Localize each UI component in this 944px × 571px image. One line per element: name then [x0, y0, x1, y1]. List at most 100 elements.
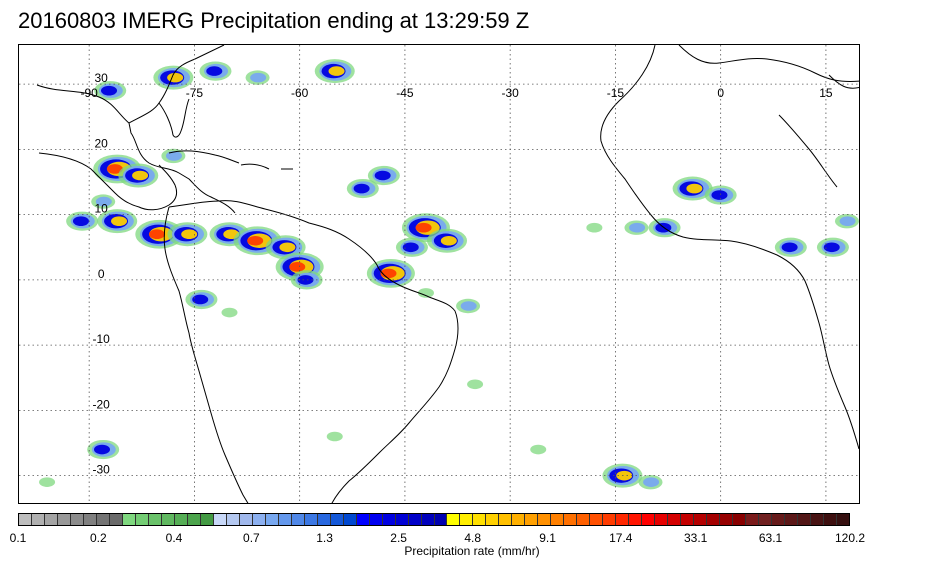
colorbar-swatch [603, 514, 617, 525]
colorbar-swatch [278, 514, 292, 525]
colorbar-swatch [148, 514, 162, 525]
colorbar-swatch [434, 514, 448, 525]
colorbar-swatch [122, 514, 136, 525]
precip-intensity-ring [72, 216, 89, 226]
precip-intensity-ring [250, 72, 267, 83]
precip-cell [346, 178, 379, 199]
colorbar-swatch [96, 514, 110, 525]
precip-cell [167, 222, 208, 247]
precip-intensity-ring [221, 307, 238, 318]
precip-cell [97, 209, 138, 234]
colorbar-swatch [772, 514, 786, 525]
precip-intensity-ring [616, 470, 633, 481]
coastline-hispaniola [240, 163, 270, 170]
colorbar-swatch [421, 514, 435, 525]
precip-intensity-ring [328, 66, 345, 76]
precip-intensity-ring [781, 242, 798, 253]
precip-intensity-ring [95, 196, 112, 207]
precip-cell [816, 237, 849, 257]
precip-intensity-ring [39, 477, 56, 487]
colorbar-swatch [57, 514, 71, 525]
precip-intensity-ring [402, 242, 419, 253]
colorbar-swatch [824, 514, 838, 525]
longitude-label: 0 [717, 86, 724, 100]
precip-cell [91, 194, 116, 209]
precip-cell [624, 220, 649, 235]
colorbar-tick-label: 33.1 [683, 531, 708, 545]
colorbar-tick-label: 9.1 [539, 531, 556, 545]
colorbar-swatch [369, 514, 383, 525]
colorbar-swatch [811, 514, 825, 525]
precip-cell [774, 237, 807, 257]
precip-cell [586, 222, 603, 233]
precip-cell [161, 148, 186, 164]
precip-cell [87, 439, 120, 460]
colorbar-swatch [499, 514, 513, 525]
colorbar-tick-label: 1.3 [316, 531, 333, 545]
latitude-label: 30 [94, 71, 108, 85]
longitude-label: -30 [501, 86, 519, 100]
precipitation-colorbar [18, 513, 850, 526]
colorbar-swatch [252, 514, 266, 525]
precip-intensity-ring [181, 229, 198, 240]
colorbar-tick-label: 63.1 [758, 531, 783, 545]
precip-intensity-ring [247, 235, 264, 246]
precip-intensity-ring [643, 477, 660, 487]
colorbar-swatch [564, 514, 578, 525]
colorbar-swatch [382, 514, 396, 525]
latitude-label: 20 [94, 136, 108, 150]
precip-cell [672, 176, 713, 201]
precip-intensity-ring [111, 216, 128, 226]
precip-cell [456, 298, 481, 314]
precip-intensity-ring [94, 444, 110, 455]
colorbar-swatch [304, 514, 318, 525]
map-canvas: -90 -75 -60 -45 -30 -15 0 15 30 20 10 0 -10 -20 -30 [19, 45, 859, 503]
longitude-label: -75 [186, 86, 204, 100]
colorbar-swatch [70, 514, 84, 525]
colorbar-swatch [707, 514, 721, 525]
precip-intensity-ring [326, 431, 343, 442]
colorbar-swatch [200, 514, 214, 525]
colorbar-swatch [538, 514, 552, 525]
colorbar-swatch [291, 514, 305, 525]
precip-intensity-ring [586, 222, 603, 233]
precip-cell [427, 228, 468, 253]
precip-cell [94, 81, 127, 101]
colorbar-swatch [473, 514, 487, 525]
precip-intensity-ring [132, 170, 149, 181]
colorbar-swatch [239, 514, 253, 525]
precip-intensity-ring [711, 190, 728, 200]
coastline-north-america [36, 45, 236, 214]
longitude-label: -90 [80, 86, 98, 100]
graticule-labels: -90 -75 -60 -45 -30 -15 0 15 30 20 10 0 -10 -20 -30 [80, 71, 832, 476]
precip-intensity-ring [192, 294, 209, 305]
precip-intensity-ring [839, 216, 856, 226]
colorbar-swatch [694, 514, 708, 525]
colorbar-swatch [226, 514, 240, 525]
colorbar-swatch [109, 514, 123, 525]
colorbar-swatch [681, 514, 695, 525]
latitude-label: -10 [92, 332, 110, 346]
colorbar-swatch [31, 514, 45, 525]
precip-intensity-ring [206, 66, 223, 76]
colorbar-swatch [317, 514, 331, 525]
coastline-florida [158, 98, 190, 138]
precip-cell [395, 237, 428, 257]
colorbar-swatch [395, 514, 409, 525]
colorbar-swatch [161, 514, 175, 525]
precip-cell [638, 474, 663, 490]
colorbar-tick-label: 2.5 [390, 531, 407, 545]
precip-intensity-ring [297, 275, 314, 285]
precip-cell [704, 185, 737, 205]
precip-intensity-ring [279, 242, 296, 253]
colorbar-swatch [265, 514, 279, 525]
precip-intensity-ring [167, 72, 184, 83]
precip-intensity-ring [415, 222, 432, 233]
colorbar-swatch [174, 514, 188, 525]
colorbar-swatch [642, 514, 656, 525]
precip-cell [199, 61, 232, 81]
coastline-cuba [168, 150, 240, 164]
colorbar-swatch [720, 514, 734, 525]
colorbar-tick-label: 0.1 [9, 531, 27, 545]
colorbar-swatch [655, 514, 669, 525]
